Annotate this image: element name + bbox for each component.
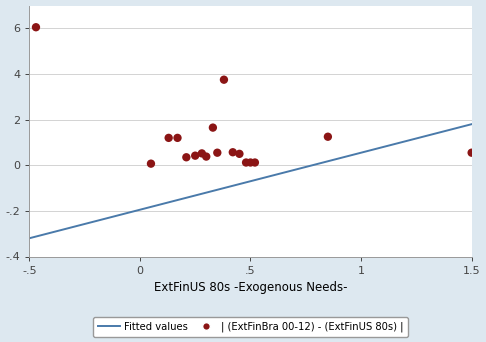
Point	[251, 160, 259, 165]
Point	[209, 125, 217, 130]
Point	[242, 160, 250, 165]
Legend: Fitted values, | (ExtFinBra 00-12) - (ExtFinUS 80s) |: Fitted values, | (ExtFinBra 00-12) - (Ex…	[93, 317, 408, 337]
Point	[147, 161, 155, 167]
Point	[174, 135, 181, 141]
Point	[324, 134, 332, 140]
Point	[246, 160, 254, 165]
Point	[468, 150, 475, 155]
Point	[198, 150, 206, 156]
Point	[165, 135, 173, 141]
Point	[236, 151, 243, 157]
Point	[229, 149, 237, 155]
Point	[213, 150, 221, 155]
Point	[220, 77, 228, 82]
X-axis label: ExtFinUS 80s -Exogenous Needs-: ExtFinUS 80s -Exogenous Needs-	[154, 281, 347, 294]
Point	[191, 153, 199, 158]
Point	[182, 155, 190, 160]
Point	[32, 25, 40, 30]
Point	[202, 154, 210, 159]
